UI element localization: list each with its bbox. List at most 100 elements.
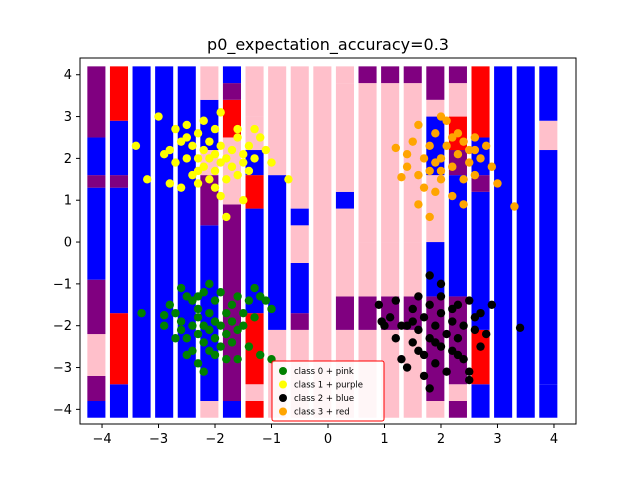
background-segment	[516, 66, 535, 418]
background-segment	[290, 225, 309, 263]
class-0-point	[199, 367, 208, 376]
background-segment	[381, 66, 400, 84]
class-2-point	[425, 384, 434, 393]
class-1-point	[165, 145, 175, 155]
background-segment	[358, 83, 377, 243]
class-3-point	[448, 162, 457, 171]
background-segment	[403, 242, 422, 297]
class-1-point	[244, 166, 254, 176]
class-2-point	[442, 329, 451, 339]
y-tick-label: 4	[64, 68, 72, 83]
x-axis-ticks: −4 −3 −2 −1 0 1 2 3 4	[92, 424, 558, 447]
background-segment	[87, 66, 106, 138]
y-tick-label: −3	[53, 361, 72, 376]
class-3-point	[493, 179, 502, 188]
class-2-point	[425, 300, 434, 309]
background-segment	[358, 66, 377, 84]
class-2-point	[408, 304, 417, 314]
background-segment	[448, 400, 467, 418]
background-segment	[358, 242, 377, 297]
class-0-point	[176, 325, 186, 335]
class-3-point	[436, 166, 446, 176]
class-0-point	[193, 292, 203, 301]
class-3-point	[510, 202, 519, 211]
class-1-point	[171, 158, 180, 167]
background-segment	[448, 66, 467, 84]
background-segment	[471, 384, 490, 418]
class-0-point	[244, 342, 254, 351]
class-0-point	[176, 317, 186, 326]
background-columns	[87, 66, 558, 418]
class-0-point	[205, 308, 214, 318]
x-tick-label: −4	[92, 432, 111, 447]
background-segment	[335, 66, 354, 84]
class-1-point	[143, 175, 152, 184]
background-segment	[426, 400, 445, 418]
class-1-point	[216, 108, 225, 117]
class-1-point	[199, 145, 208, 155]
class-2-point	[431, 338, 440, 347]
class-3-point	[419, 154, 429, 163]
class-0-point	[199, 338, 208, 347]
background-segment	[539, 384, 558, 418]
class-1-point	[284, 175, 293, 184]
class-2-point	[453, 334, 463, 343]
class-1-point	[193, 166, 203, 176]
background-segment	[245, 384, 264, 401]
class-3-point	[459, 137, 468, 146]
class-0-point	[222, 308, 231, 318]
background-segment	[87, 375, 106, 401]
background-segment	[494, 66, 513, 418]
class-0-point	[216, 288, 225, 297]
legend-marker	[279, 380, 287, 389]
background-segment	[381, 242, 400, 297]
background-segment	[335, 191, 354, 209]
class-2-point	[385, 313, 395, 322]
class-0-point	[171, 334, 180, 343]
class-1-point	[216, 191, 225, 201]
class-3-point	[425, 141, 434, 151]
class-2-point	[515, 323, 525, 332]
background-segment	[426, 296, 445, 401]
class-0-point	[165, 300, 175, 309]
x-tick-label: 3	[493, 432, 501, 447]
background-segment	[245, 313, 264, 385]
class-1-point	[227, 145, 237, 155]
background-segment	[132, 66, 151, 418]
background-segment	[87, 400, 106, 418]
class-1-point	[250, 124, 259, 134]
background-segment	[109, 120, 129, 176]
class-1-point	[239, 158, 248, 167]
class-2-point	[459, 321, 468, 330]
class-2-point	[380, 321, 389, 330]
class-0-point	[261, 296, 271, 305]
class-0-point	[216, 342, 225, 351]
background-segment	[381, 329, 400, 418]
class-1-point	[182, 133, 191, 142]
class-1-point	[188, 141, 197, 151]
legend-label: class 2 + blue	[294, 394, 354, 404]
class-2-point	[465, 367, 474, 376]
class-1-point	[171, 124, 180, 134]
class-1-point	[193, 179, 203, 188]
background-segment	[109, 313, 129, 385]
class-0-point	[205, 325, 214, 335]
class-0-point	[193, 329, 203, 339]
class-0-point	[137, 308, 146, 318]
class-0-point	[182, 350, 191, 360]
class-1-point	[227, 162, 237, 171]
background-segment	[245, 400, 264, 418]
class-2-point	[425, 271, 434, 280]
class-3-point	[425, 166, 434, 176]
class-3-point	[442, 141, 451, 151]
class-0-point	[233, 292, 242, 301]
class-0-point	[176, 283, 186, 293]
class-1-point	[165, 179, 175, 188]
background-segment	[268, 175, 287, 330]
class-0-point	[256, 350, 265, 360]
legend-marker	[279, 367, 287, 375]
background-segment	[403, 83, 422, 243]
class-0-point	[193, 313, 203, 322]
background-segment	[539, 66, 558, 121]
